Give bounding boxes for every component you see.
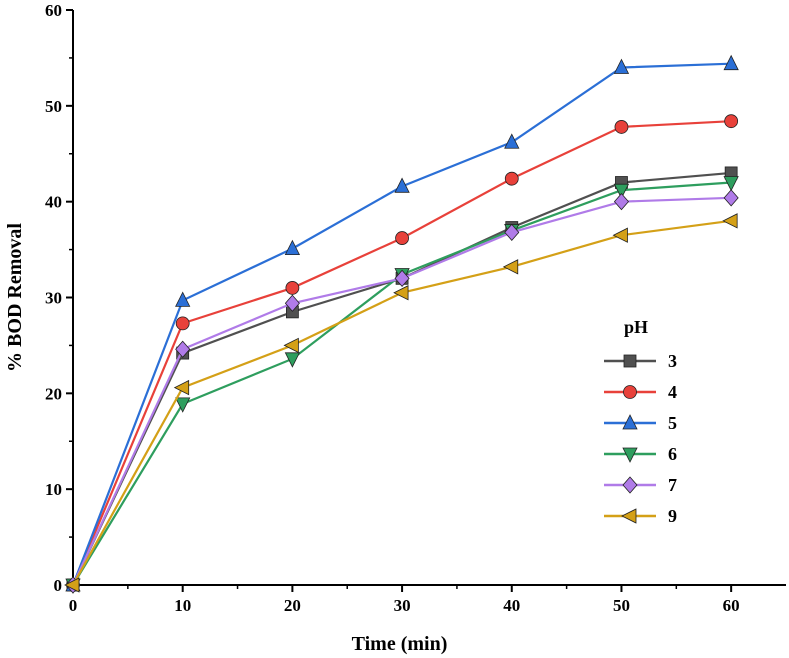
legend-label: 4: [668, 382, 677, 402]
data-point-6: [284, 352, 301, 368]
data-point-7: [613, 193, 629, 211]
data-point-4: [724, 114, 739, 129]
data-point-7: [175, 340, 191, 358]
y-tick-label: 60: [45, 1, 62, 20]
x-tick-label: 40: [503, 596, 520, 615]
legend-label: 6: [668, 444, 677, 464]
data-point-5: [284, 239, 301, 256]
data-point-6: [613, 183, 630, 200]
legend-label: 9: [668, 506, 677, 526]
x-tick-label: 50: [613, 596, 630, 615]
data-point-4: [175, 316, 190, 331]
legend-label: 5: [668, 413, 677, 433]
data-point-9: [612, 227, 628, 243]
data-point-4: [285, 281, 300, 295]
legend-title: pH: [624, 317, 648, 337]
y-tick-label: 40: [45, 193, 62, 212]
legend: pH 3 4 5 6 7 9: [604, 317, 677, 526]
data-point-9: [283, 337, 299, 354]
legend-item-3: 3: [604, 351, 677, 371]
series-3: [66, 166, 738, 592]
y-tick-label: 0: [54, 576, 63, 595]
legend-swatch-marker: [623, 385, 637, 399]
data-point-5: [613, 58, 630, 74]
x-tick-label: 60: [723, 596, 740, 615]
ticks: 0 10 20 30 40 50 60 0 10 20 30 40 50 60: [45, 1, 740, 615]
series-7: [65, 189, 739, 594]
data-point-9: [393, 285, 409, 301]
data-point-7: [504, 223, 520, 241]
legend-item-5: 5: [604, 413, 677, 433]
y-tick-label: 50: [45, 97, 62, 116]
data-point-7: [394, 269, 410, 287]
legend-swatch-marker: [622, 476, 638, 494]
x-tick-label: 20: [284, 596, 301, 615]
data-point-4: [614, 120, 629, 134]
data-point-9: [64, 577, 80, 593]
legend-swatch-marker: [622, 414, 638, 430]
y-tick-label: 30: [45, 289, 62, 308]
legend-label: 7: [668, 475, 677, 495]
data-point-7: [723, 189, 739, 207]
data-point-6: [723, 176, 739, 192]
legend-swatch-marker: [621, 508, 637, 524]
data-point-7: [284, 294, 300, 312]
series-9: [64, 213, 738, 593]
y-tick-label: 20: [45, 384, 62, 403]
legend-item-6: 6: [604, 444, 677, 464]
x-axis-title: Time (min): [352, 633, 448, 655]
data-point-6: [175, 397, 191, 413]
legend-swatch-marker: [622, 447, 638, 463]
data-point-5: [175, 291, 191, 307]
data-point-5: [394, 177, 410, 193]
series-layer: [64, 54, 739, 594]
legend-item-9: 9: [604, 506, 677, 526]
data-point-4: [395, 231, 409, 245]
x-tick-label: 10: [174, 596, 191, 615]
y-axis-title: % BOD Removal: [4, 223, 26, 372]
legend-swatch-marker: [623, 354, 637, 368]
x-tick-label: 30: [394, 596, 411, 615]
legend-label: 3: [668, 351, 677, 371]
data-point-9: [173, 379, 190, 396]
data-point-9: [722, 213, 738, 229]
data-point-5: [504, 133, 520, 149]
data-point-4: [504, 171, 519, 186]
legend-item-4: 4: [604, 382, 677, 402]
y-tick-label: 10: [45, 480, 62, 499]
legend-item-7: 7: [604, 475, 677, 495]
data-point-9: [502, 259, 519, 275]
x-tick-label: 0: [69, 596, 78, 615]
data-point-5: [723, 54, 739, 71]
